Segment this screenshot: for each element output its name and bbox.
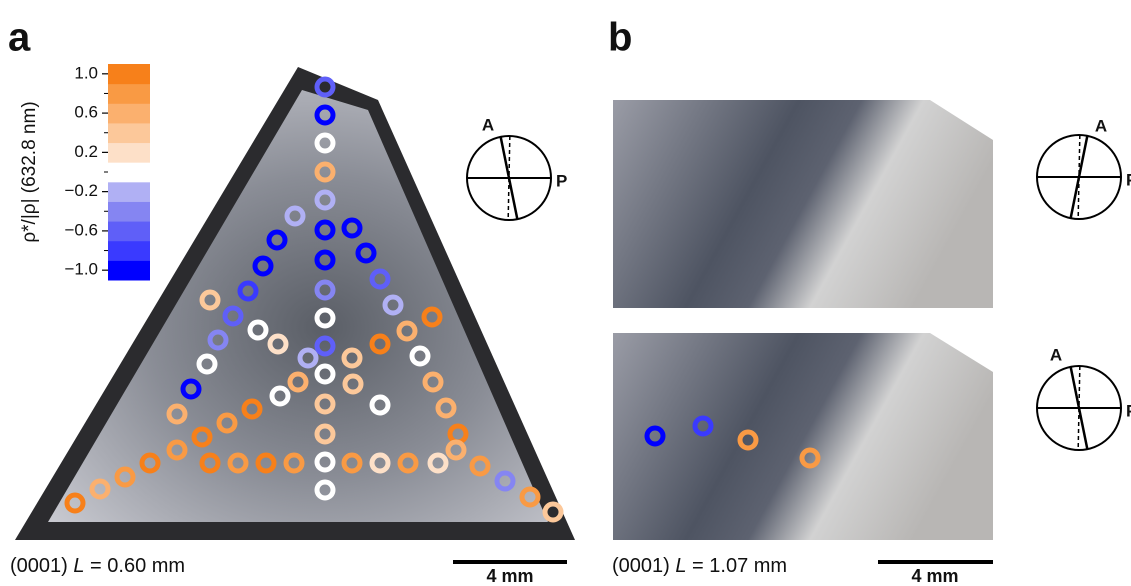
- caption-var: L: [675, 555, 686, 577]
- scale-bar-label: 4 mm: [486, 566, 533, 586]
- colorbar-band: [108, 241, 150, 261]
- caption-prefix: (0001): [10, 555, 73, 577]
- colorbar-band: [108, 182, 150, 202]
- colorbar: 1.0 0.6 0.2 −0.2 −0.6 −1.0 ρ*/|ρ| (632.8 nm): [19, 63, 150, 280]
- figure: a b 1.0 0.6 0.2 −0.2 −0.6 −1.0 ρ*/|ρ| (632.8 n…: [0, 0, 1131, 586]
- colorbar-tick-label: 0.2: [74, 142, 98, 161]
- colorbar-band: [108, 64, 150, 84]
- colorbar-band: [108, 201, 150, 221]
- colorbar-tick-label: −0.6: [64, 220, 98, 239]
- colorbar-tick-label: 0.6: [74, 103, 98, 122]
- colorbar-band: [108, 143, 150, 163]
- colorbar-band: [108, 221, 150, 241]
- colorbar-label: ρ*/|ρ| (632.8 nm): [19, 101, 40, 242]
- photo: [613, 333, 993, 540]
- analyzer-label: A: [1050, 345, 1062, 364]
- scale-bar-label: 4 mm: [911, 566, 958, 586]
- panel-letter: a: [8, 16, 31, 60]
- polarizer-label: P: [1126, 170, 1131, 189]
- polarizer-label: P: [556, 171, 567, 190]
- page: a b 1.0 0.6 0.2 −0.2 −0.6 −1.0 ρ*/|ρ| (632.8 n…: [0, 0, 1131, 586]
- caption: (0001) L = 0.60 mm: [10, 555, 185, 577]
- photo: [613, 100, 993, 308]
- panel-letter: b: [608, 16, 632, 60]
- caption-prefix: (0001): [612, 555, 675, 577]
- analyzer-label: A: [482, 115, 494, 134]
- colorbar-band: [108, 260, 150, 280]
- caption: (0001) L = 1.07 mm: [612, 555, 787, 577]
- caption-suffix: = 0.60 mm: [85, 555, 186, 577]
- caption-var: L: [73, 555, 84, 577]
- analyzer-label: A: [1095, 116, 1107, 135]
- colorbar-band: [108, 103, 150, 123]
- colorbar-tick-label: 1.0: [74, 63, 98, 82]
- colorbar-band: [108, 162, 150, 182]
- colorbar-band: [108, 84, 150, 104]
- colorbar-tick-label: −1.0: [64, 260, 98, 279]
- polarizer-label: P: [1126, 401, 1131, 420]
- colorbar-tick-label: −0.2: [64, 181, 98, 200]
- colorbar-band: [108, 123, 150, 143]
- caption-suffix: = 1.07 mm: [687, 555, 788, 577]
